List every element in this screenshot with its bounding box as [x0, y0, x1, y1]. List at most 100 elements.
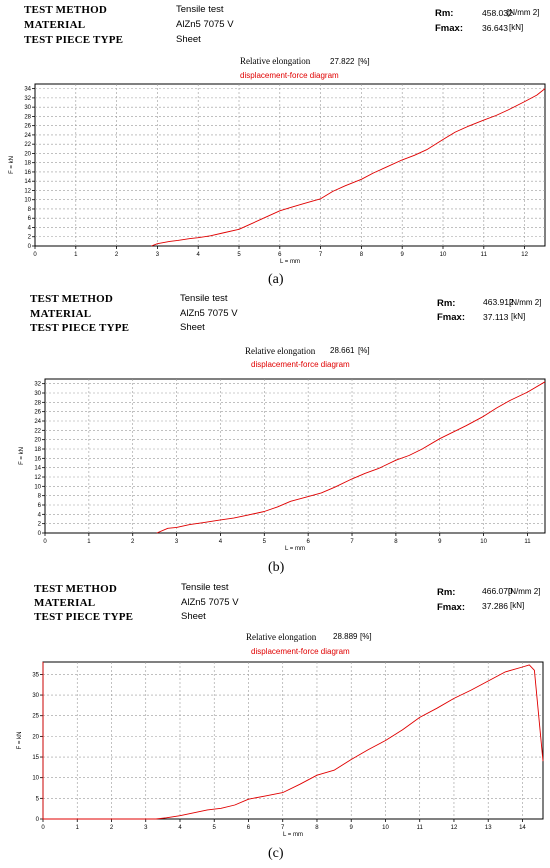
x-axis-label: L = mm — [283, 832, 303, 838]
relative-elongation-value: 28.889 — [333, 632, 358, 641]
x-tick-label: 5 — [237, 252, 241, 258]
y-tick-label: 20 — [32, 734, 39, 740]
x-tick-label: 9 — [401, 252, 405, 258]
y-tick-label: 28 — [34, 400, 41, 406]
x-tick-label: 8 — [315, 825, 319, 831]
y-tick-label: 20 — [34, 438, 41, 444]
x-tick-label: 10 — [480, 539, 487, 545]
relative-elongation-value: 28.661 — [330, 346, 355, 355]
x-tick-label: 3 — [144, 825, 148, 831]
x-tick-label: 10 — [382, 825, 389, 831]
test-piece-type-label: TEST PIECE TYPE — [30, 322, 130, 334]
y-tick-label: 12 — [34, 475, 41, 481]
x-tick-label: 4 — [197, 252, 201, 258]
test-piece-type-value: Sheet — [180, 322, 205, 333]
y-tick-label: 10 — [34, 484, 41, 490]
relative-elongation-unit: [%] — [358, 346, 370, 355]
y-tick-label: 8 — [28, 207, 32, 213]
rm-unit: [N/mm 2] — [508, 587, 541, 596]
y-axis-label: F = kN — [9, 156, 15, 174]
material-label: MATERIAL — [24, 19, 86, 31]
y-axis-label: F = kN — [17, 732, 23, 750]
x-axis-label: L = mm — [280, 259, 300, 265]
chart-title: displacement-force diagram — [251, 647, 350, 656]
x-tick-label: 1 — [87, 539, 91, 545]
x-tick-label: 3 — [156, 252, 160, 258]
y-tick-label: 18 — [24, 161, 31, 167]
y-tick-label: 24 — [34, 419, 41, 425]
material-value: AlZn5 7075 V — [176, 19, 234, 30]
force-curve-line — [42, 662, 544, 820]
y-tick-label: 12 — [24, 188, 31, 194]
x-tick-label: 1 — [74, 252, 78, 258]
y-tick-label: 6 — [38, 503, 42, 509]
x-tick-label: 14 — [519, 825, 526, 831]
y-tick-label: 30 — [34, 391, 41, 397]
chart-title: displacement-force diagram — [251, 360, 350, 369]
y-tick-label: 30 — [24, 105, 31, 111]
y-tick-label: 5 — [36, 796, 40, 802]
test-method-label: TEST METHOD — [24, 4, 107, 16]
y-tick-label: 10 — [24, 198, 31, 204]
y-tick-label: 15 — [32, 755, 39, 761]
fmax-unit: [kN] — [510, 601, 525, 610]
rm-value: 458.032 — [482, 8, 513, 18]
x-tick-label: 12 — [451, 825, 458, 831]
fmax-value: 37.286 — [482, 601, 508, 611]
relative-elongation-label: Relative elongation — [246, 632, 317, 642]
y-tick-label: 28 — [24, 114, 31, 120]
x-tick-label: 4 — [178, 825, 182, 831]
test-method-value: Tensile test — [181, 582, 229, 593]
y-tick-label: 35 — [32, 672, 39, 678]
fmax-value: 37.113 — [483, 312, 509, 322]
x-tick-label: 2 — [131, 539, 135, 545]
rm-label: Rm: — [437, 298, 456, 309]
x-tick-label: 0 — [43, 539, 47, 545]
material-label: MATERIAL — [34, 597, 96, 609]
panel-caption-b: (b) — [268, 560, 285, 575]
y-tick-label: 14 — [24, 179, 31, 185]
y-tick-label: 10 — [32, 776, 39, 782]
relative-elongation-unit: [%] — [360, 632, 372, 641]
x-tick-label: 1 — [76, 825, 80, 831]
y-tick-label: 22 — [34, 428, 41, 434]
plot-area — [42, 661, 544, 820]
test-method-value: Tensile test — [180, 293, 228, 304]
test-piece-type-label: TEST PIECE TYPE — [34, 611, 134, 623]
material-value: AlZn5 7075 V — [181, 597, 239, 608]
panel-c: TEST METHOD Tensile test MATERIAL AlZn5 … — [0, 580, 550, 868]
x-tick-label: 2 — [115, 252, 119, 258]
x-tick-label: 7 — [350, 539, 354, 545]
x-axis-label: L = mm — [285, 546, 305, 552]
y-tick-label: 0 — [28, 244, 32, 250]
y-tick-label: 26 — [24, 124, 31, 130]
rm-unit: [N/mm 2] — [507, 8, 540, 17]
x-tick-label: 4 — [219, 539, 223, 545]
x-tick-label: 13 — [485, 825, 492, 831]
x-tick-label: 11 — [417, 825, 424, 831]
fmax-label: Fmax: — [437, 602, 465, 613]
x-tick-label: 11 — [481, 252, 488, 258]
panel-caption-a: (a) — [268, 272, 284, 287]
material-value: AlZn5 7075 V — [180, 308, 238, 319]
test-piece-type-label: TEST PIECE TYPE — [24, 34, 124, 46]
y-tick-label: 26 — [34, 410, 41, 416]
displacement-force-chart-a: 0 1 2 3 4 5 6 7 8 9 10 11 12024681012141618202224262… — [9, 83, 546, 265]
material-label: MATERIAL — [30, 308, 92, 320]
displacement-force-chart-b: 0 1 2 3 4 5 6 7 8 9 10 1102468101214161820222426283… — [19, 378, 546, 552]
test-piece-type-value: Sheet — [181, 611, 206, 622]
x-tick-label: 6 — [278, 252, 282, 258]
fmax-label: Fmax: — [435, 23, 463, 34]
y-tick-label: 30 — [32, 693, 39, 699]
x-tick-label: 11 — [524, 539, 531, 545]
y-tick-label: 32 — [24, 96, 31, 102]
fmax-unit: [kN] — [509, 23, 524, 32]
panel-b: TEST METHOD Tensile test MATERIAL AlZn5 … — [0, 290, 550, 580]
y-tick-label: 16 — [24, 170, 31, 176]
y-tick-label: 0 — [38, 531, 42, 537]
y-tick-label: 22 — [24, 142, 31, 148]
fmax-value: 36.643 — [482, 23, 508, 33]
rm-label: Rm: — [437, 587, 456, 598]
y-tick-label: 2 — [28, 235, 32, 241]
